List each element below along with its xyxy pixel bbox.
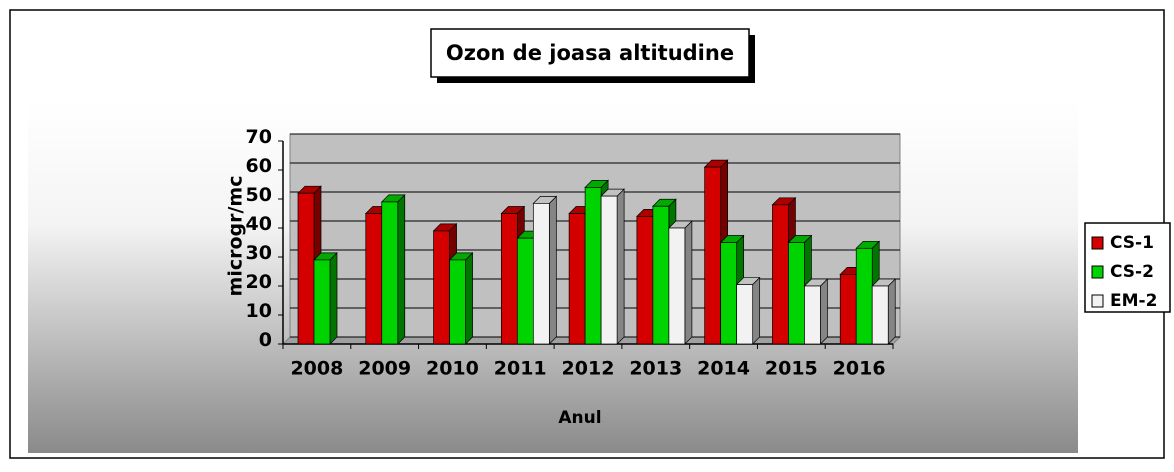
legend-label: EM-2 [1110, 291, 1157, 311]
bar [532, 203, 550, 345]
x-tick-label: 2008 [290, 358, 343, 380]
legend-label: CS-1 [1110, 233, 1154, 253]
bar [736, 284, 754, 345]
y-tick-label: 50 [246, 184, 272, 206]
bar [636, 216, 654, 345]
x-tick-label: 2012 [562, 358, 615, 380]
y-tick-label: 40 [246, 213, 272, 235]
bar [381, 201, 399, 345]
bar [500, 213, 518, 345]
bar [313, 259, 331, 345]
bar [600, 195, 618, 345]
bar-side [616, 188, 625, 345]
legend-swatch [1091, 265, 1104, 279]
bar-side [548, 195, 557, 345]
bar-side [329, 252, 338, 345]
bar [804, 285, 821, 345]
bar [568, 213, 586, 345]
x-tick-label: 2015 [765, 358, 818, 380]
legend-swatch [1091, 294, 1104, 308]
chart-title: Ozon de joasa altitudine [446, 41, 734, 65]
bar [449, 259, 466, 345]
title-box [430, 28, 750, 78]
bar [871, 285, 889, 345]
bar [365, 213, 383, 345]
bar [788, 242, 805, 345]
y-tick-label: 70 [246, 126, 272, 148]
bar [772, 204, 789, 345]
legend-label: CS-2 [1110, 262, 1154, 282]
x-tick-label: 2013 [629, 358, 682, 380]
bar [433, 230, 450, 345]
x-tick-label: 2016 [833, 358, 886, 380]
bar [297, 192, 315, 345]
bar [855, 247, 873, 345]
bar [720, 242, 738, 345]
bar-side [820, 278, 828, 345]
bar [516, 237, 534, 345]
bar [668, 227, 686, 345]
x-tick-label: 2014 [697, 358, 750, 380]
y-tick-label: 20 [246, 271, 272, 293]
bar-side [887, 278, 896, 345]
bar [584, 187, 602, 345]
bar [652, 205, 670, 345]
y-tick-label: 30 [246, 242, 272, 264]
bar [839, 274, 857, 345]
legend-swatch [1091, 236, 1104, 250]
x-tick-label: 2010 [426, 358, 479, 380]
x-tick-label: 2009 [358, 358, 411, 380]
y-axis-label: microgr/mc [225, 176, 247, 297]
bar [704, 166, 722, 345]
x-tick-label: 2011 [494, 358, 547, 380]
bar-side [752, 276, 761, 345]
y-tick-label: 60 [246, 155, 272, 177]
y-tick-label: 10 [246, 300, 272, 322]
y-tick-label: 0 [259, 329, 272, 351]
bar-side [397, 194, 406, 345]
bar-side [465, 252, 473, 345]
bar-side [684, 220, 693, 345]
x-axis-label: Anul [558, 408, 601, 428]
